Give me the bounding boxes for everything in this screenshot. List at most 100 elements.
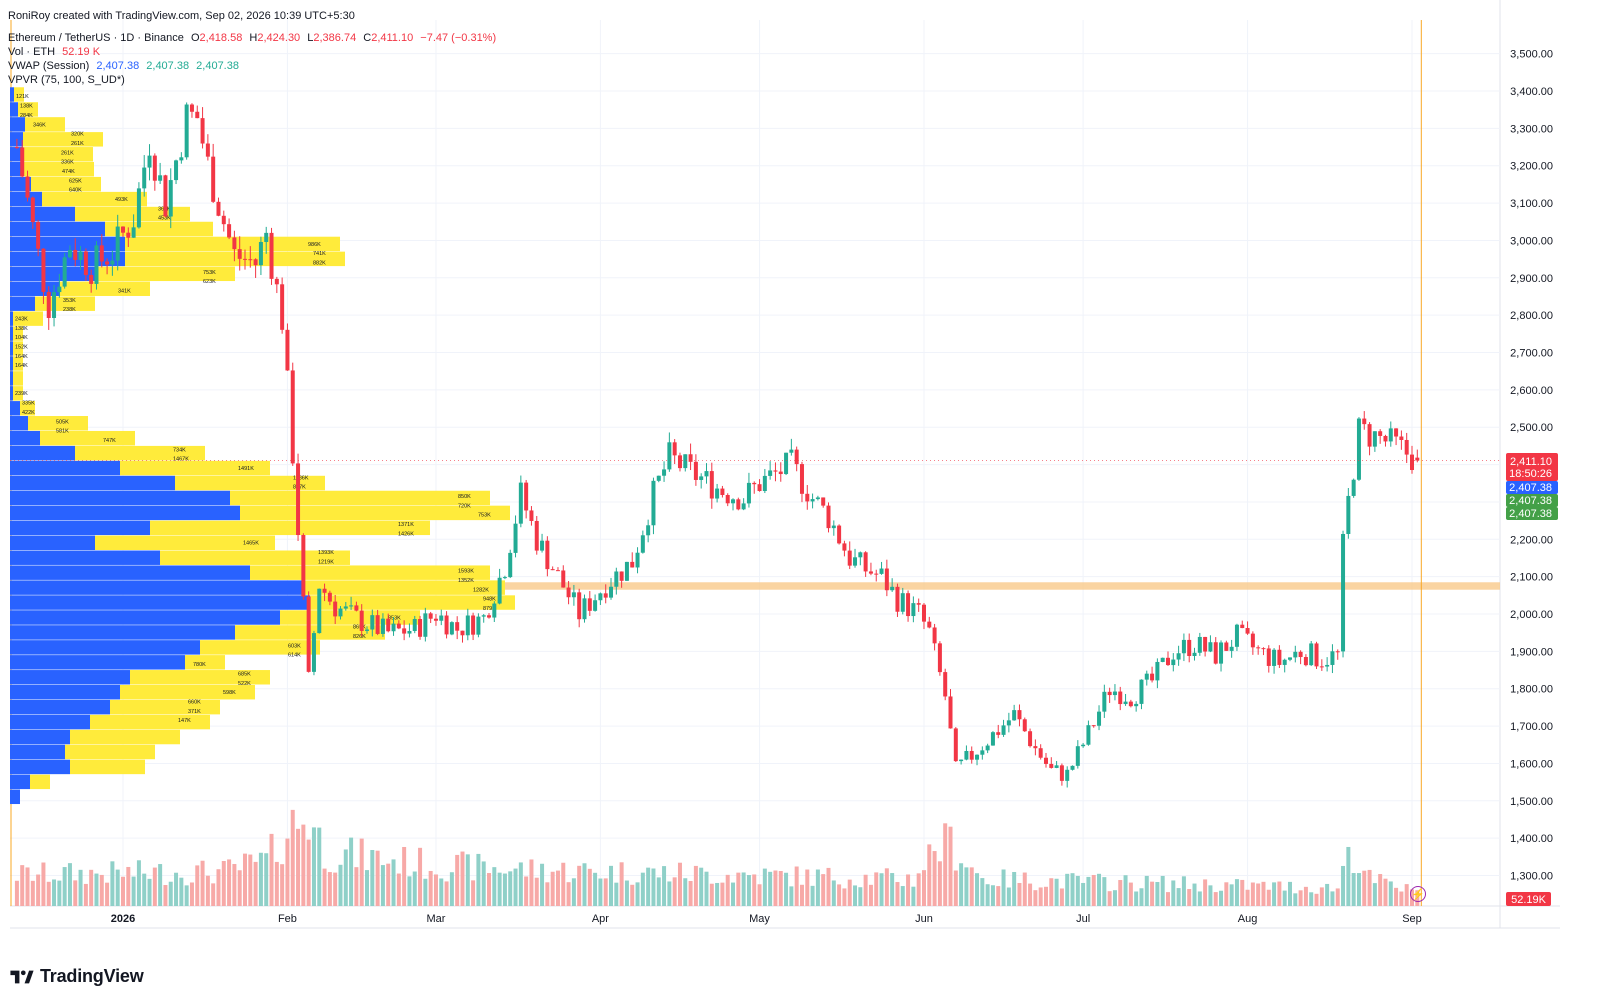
volume-bar: [285, 838, 290, 906]
candle-body: [1372, 431, 1377, 447]
volume-bar: [110, 861, 115, 906]
candle-body: [1293, 651, 1298, 658]
candle-body: [110, 260, 115, 265]
volume-bar: [1150, 881, 1155, 906]
candle-body: [534, 520, 539, 551]
vp-down-bar: [250, 565, 490, 580]
candle-body: [635, 552, 640, 568]
volume-bar: [1160, 875, 1165, 906]
volume-bar: [136, 860, 141, 906]
candle-body: [1234, 624, 1239, 647]
candle-body: [306, 596, 311, 672]
vp-label: 734K: [173, 447, 186, 453]
volume-bar: [1261, 881, 1266, 906]
vp-up-bar: [10, 759, 70, 775]
time-axis[interactable]: 2026 Feb Mar Apr May Jun Jul Aug Sep: [111, 913, 1422, 925]
price-axis[interactable]: 3,500.00 3,400.00 3,300.00 3,200.00 3,100.00…: [1510, 49, 1553, 883]
candle-body: [1038, 748, 1043, 758]
volume-bar: [402, 846, 407, 906]
vp-label: 261K: [71, 141, 84, 147]
vpvr-legend[interactable]: VPVR (75, 100, S_UD*): [8, 73, 129, 87]
candle-body: [386, 618, 391, 632]
candle-body: [1319, 666, 1324, 668]
vp-up-bar: [10, 729, 70, 745]
y-tick-label: 2,800.00: [1510, 310, 1553, 322]
volume-bar: [78, 869, 83, 906]
volume-bar: [868, 884, 873, 906]
candle-body: [487, 615, 492, 618]
y-tick-label: 2,500.00: [1510, 422, 1553, 434]
candle-body: [906, 593, 911, 617]
vp-label: 493K: [115, 197, 128, 203]
volume-bar: [1075, 875, 1080, 906]
candle-body: [57, 286, 62, 293]
candle-body: [1341, 533, 1346, 652]
volume-bars: [14, 809, 1420, 906]
candle-body: [571, 592, 576, 598]
volume-bar: [89, 869, 94, 906]
volume-bar: [1266, 889, 1271, 906]
volume-bar: [349, 837, 354, 906]
candle-body: [168, 180, 173, 217]
vp-label: 138K: [20, 104, 33, 110]
candle-body: [174, 160, 179, 181]
volume-bar: [391, 859, 396, 906]
candle-body: [990, 732, 995, 746]
candle-body: [1006, 720, 1011, 726]
candle-body: [524, 482, 529, 511]
volume-bar: [232, 863, 237, 906]
candle-body: [587, 598, 592, 611]
candle-body: [1404, 439, 1409, 455]
volume-bar: [439, 878, 444, 906]
high-label: H: [249, 32, 258, 44]
volume-badge: 52.19K: [1511, 894, 1547, 906]
vp-label: 164K: [15, 363, 28, 369]
vp-label: 1352K: [458, 578, 474, 584]
candle-body: [593, 600, 598, 611]
low-value: L2,386.74: [307, 32, 357, 44]
volume-bar: [105, 882, 110, 906]
vp-label: 284K: [20, 113, 33, 119]
candle-body: [1144, 673, 1149, 680]
volume-bar: [168, 881, 173, 906]
candle-body: [502, 577, 507, 579]
candle-body: [136, 188, 141, 228]
volume-bar: [36, 874, 41, 906]
vwap-legend[interactable]: VWAP (Session) 2,407.38 2,407.38 2,407.3…: [8, 59, 243, 73]
x-tick-label: 2026: [111, 913, 135, 925]
open-label: O: [190, 32, 200, 44]
volume-bar: [943, 823, 948, 906]
x-tick-label: Apr: [592, 913, 609, 925]
vp-down-bar: [175, 475, 325, 491]
candle-body: [1367, 424, 1372, 447]
y-tick-label: 3,300.00: [1510, 123, 1553, 135]
vp-up-bar: [10, 550, 160, 565]
volume-legend[interactable]: Vol · ETH 52.19 K: [8, 45, 104, 59]
candle-body: [444, 615, 449, 635]
volume-bar: [662, 866, 667, 906]
candle-body: [916, 603, 921, 605]
volume-bar: [757, 884, 762, 906]
symbol-legend[interactable]: Ethereum / TetherUS · 1D · Binance O2,41…: [8, 31, 500, 45]
volume-bar: [1059, 888, 1064, 906]
candle-body: [52, 292, 57, 318]
candle-body: [115, 226, 120, 261]
vp-label: 261K: [61, 150, 74, 156]
candle-body: [561, 570, 566, 588]
candle-body: [36, 222, 41, 249]
volume-bar: [667, 881, 672, 906]
symbol-title[interactable]: Ethereum / TetherUS · 1D · Binance: [8, 32, 184, 44]
volume-bar: [211, 883, 216, 906]
candle-body: [932, 627, 937, 644]
flash-icon[interactable]: ⚡: [1410, 886, 1426, 902]
candle-body: [1081, 744, 1086, 747]
vp-label: 522K: [238, 681, 251, 687]
volume-bar: [1028, 883, 1033, 906]
candle-body: [184, 104, 189, 158]
volume-value: 52.19 K: [62, 46, 101, 58]
candle-body: [25, 176, 30, 198]
tradingview-logo[interactable]: TradingView: [8, 966, 144, 987]
volume-bar: [1086, 876, 1091, 906]
volume-bar: [237, 870, 242, 906]
